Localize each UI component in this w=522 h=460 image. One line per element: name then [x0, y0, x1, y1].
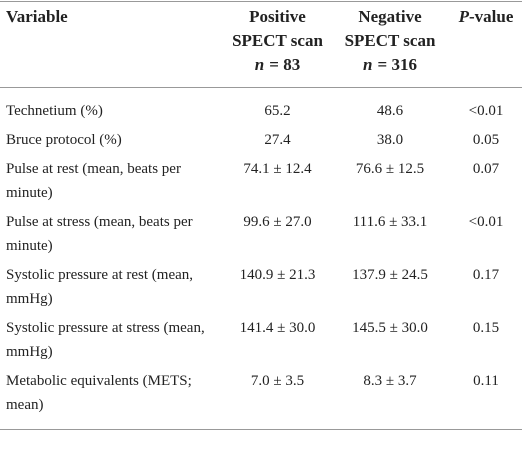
variable-cell: Pulse at rest (mean, beats per minute) — [6, 161, 181, 201]
header-text: SPECT scan — [344, 31, 436, 50]
n-symbol: n — [363, 55, 373, 74]
value-cell: 65.2 — [264, 103, 291, 119]
variable-cell: Technetium (%) — [6, 103, 103, 119]
header-text: SPECT scan — [232, 31, 323, 50]
value-cell: 48.6 — [376, 103, 404, 119]
variable-cell: Bruce protocol (%) — [6, 132, 122, 148]
value-cell: 140.9 ± 21.3 — [239, 267, 316, 283]
header-cell: Variable — [0, 2, 225, 88]
header-row: Variable Positive SPECT scan n = 83 Negat… — [0, 1, 522, 88]
p-value-cell: 0.11 — [473, 373, 499, 389]
p-value-cell: 0.17 — [472, 267, 500, 283]
variable-cell: Systolic pressure at stress (mean, mmHg) — [6, 320, 205, 360]
n-value: = 316 — [377, 55, 417, 74]
n-symbol: n — [254, 55, 265, 74]
header-n: n = 83 — [225, 53, 330, 77]
value-cell: 8.3 ± 3.7 — [363, 373, 417, 389]
value-cell: 38.0 — [376, 132, 404, 148]
table-row: Technetium (%) 65.2 48.6 <0.01 — [0, 88, 522, 126]
value-cell: 74.1 ± 12.4 — [243, 161, 312, 177]
value-cell: 76.6 ± 12.5 — [355, 161, 425, 177]
variable-cell: Pulse at stress (mean, beats per minute) — [6, 214, 193, 254]
value-cell: 137.9 ± 24.5 — [352, 267, 428, 283]
p-value-cell: 0.05 — [472, 132, 500, 148]
header-cell: Negative SPECT scan n = 316 — [330, 2, 450, 88]
header-text: Positive — [249, 7, 306, 26]
value-cell: 145.5 ± 30.0 — [352, 320, 428, 336]
value-cell: 99.6 ± 27.0 — [243, 214, 312, 230]
variable-cell: Metabolic equivalents (METS; mean) — [6, 373, 192, 413]
header-cell: Positive SPECT scan n = 83 — [225, 2, 330, 88]
value-cell: 141.4 ± 30.0 — [239, 320, 316, 336]
value-cell: 27.4 — [264, 132, 291, 148]
value-cell: 7.0 ± 3.5 — [250, 373, 305, 389]
header-cell: P-value — [450, 2, 522, 88]
header-n: n = 316 — [330, 53, 450, 77]
table-body: Technetium (%) 65.2 48.6 <0.01 Bruce protoco… — [0, 88, 522, 430]
table-row: Bruce protocol (%) 27.4 38.0 0.05 — [0, 125, 522, 154]
p-value-cell: 0.15 — [472, 320, 500, 336]
table-row: Systolic pressure at stress (mean, mmHg)… — [0, 313, 522, 366]
p-symbol: P — [458, 7, 469, 26]
value-cell: 111.6 ± 33.1 — [352, 214, 428, 230]
table-row: Pulse at stress (mean, beats per minute)… — [0, 207, 522, 260]
table-row: Metabolic equivalents (METS; mean) 7.0 ± … — [0, 366, 522, 430]
variable-cell: Systolic pressure at rest (mean, mmHg) — [6, 267, 194, 307]
header-text: -value — [469, 7, 514, 26]
data-table: Variable Positive SPECT scan n = 83 Negat… — [0, 1, 522, 430]
header-text: Variable — [6, 7, 68, 26]
table-row: Systolic pressure at rest (mean, mmHg) 14… — [0, 260, 522, 313]
p-value-cell: 0.07 — [472, 161, 500, 177]
table-row: Pulse at rest (mean, beats per minute) 74… — [0, 154, 522, 207]
p-value-cell: <0.01 — [468, 214, 504, 230]
header-text: Negative — [358, 7, 422, 26]
table-header: Variable Positive SPECT scan n = 83 Negat… — [0, 1, 522, 88]
p-value-cell: <0.01 — [468, 103, 504, 119]
n-value: = 83 — [269, 55, 301, 74]
